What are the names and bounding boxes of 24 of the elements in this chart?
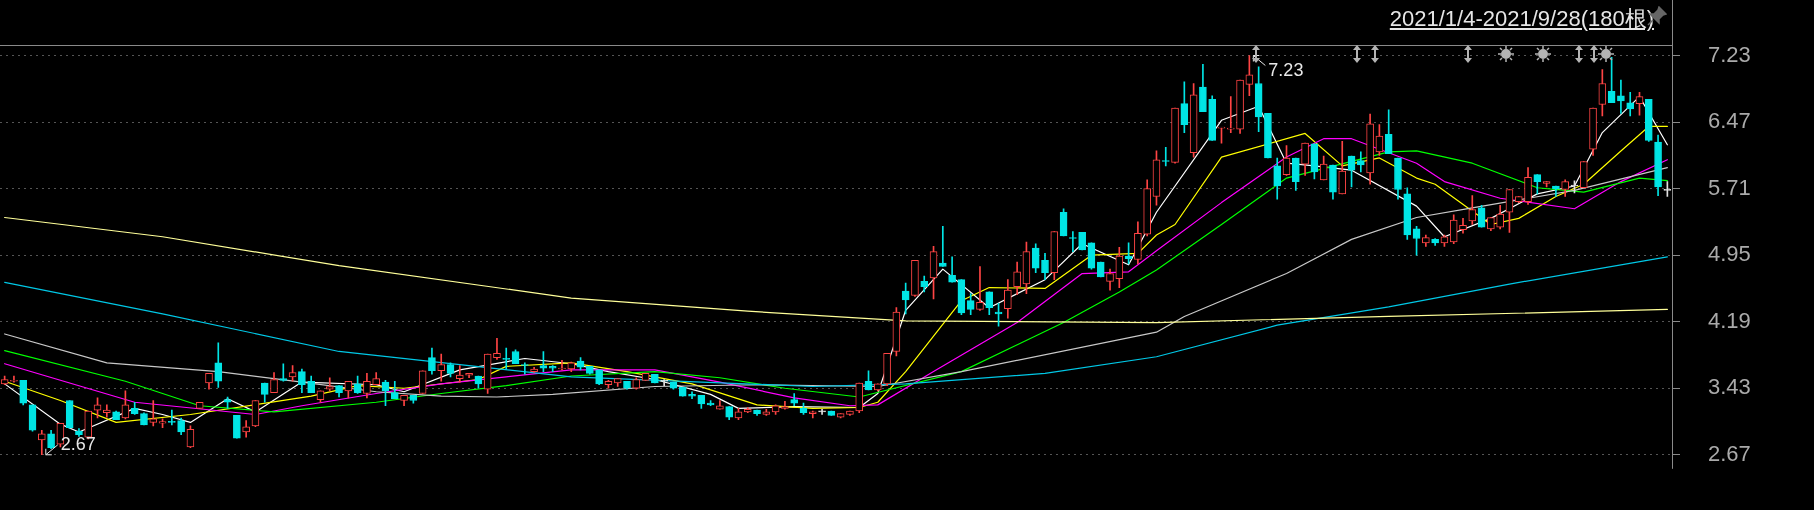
candlestick	[1226, 96, 1235, 133]
annotation: 2.67	[60, 433, 96, 454]
candlestick	[493, 338, 501, 360]
candlestick	[558, 359, 566, 371]
y-tick-label: 2.67	[1708, 440, 1751, 466]
candlestick	[818, 408, 826, 415]
candlestick	[1617, 79, 1625, 114]
candlestick	[548, 365, 557, 372]
candlestick	[688, 391, 696, 400]
candlestick	[938, 225, 947, 267]
y-tick-label: 5.71	[1708, 174, 1751, 200]
candlestick	[660, 379, 668, 386]
candlestick	[149, 400, 158, 427]
y-tick-label: 3.43	[1708, 374, 1751, 400]
y-tick-label: 4.95	[1708, 241, 1751, 267]
candlestick	[455, 365, 464, 383]
candlestick	[976, 266, 984, 311]
y-tick-label: 6.47	[1708, 108, 1751, 134]
y-tick-label: 7.23	[1708, 41, 1751, 67]
candlestick	[1356, 151, 1365, 173]
annotation: 7.23	[1268, 60, 1304, 81]
candlestick	[437, 353, 446, 382]
y-tick-label: 4.19	[1708, 307, 1751, 333]
candlestick	[279, 363, 288, 382]
